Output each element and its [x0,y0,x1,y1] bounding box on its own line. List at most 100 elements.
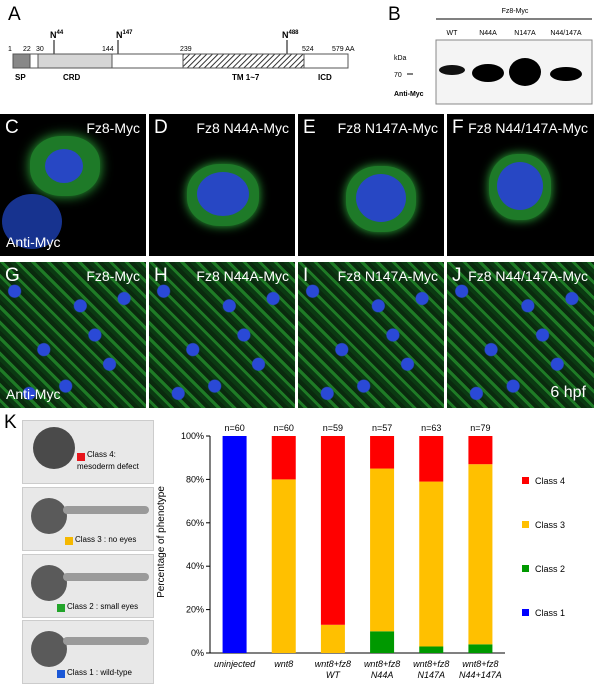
y-tick-label: 0% [191,648,204,658]
residue-22: 22 [23,46,31,53]
panel-f-label: Fz8 N44/147A-Myc [468,120,588,136]
n-label: n=79 [470,423,490,433]
band-n44-147a [550,67,582,81]
blot-header: Fz8-Myc [502,8,529,15]
class4-label: Class 4: [87,450,116,459]
image-panel-j: J Fz8 N44/147A-Myc 6 hpf [447,262,594,408]
western-blot: Fz8-Myc WT N44A N147A N44/147A kDa 70 An… [394,8,593,105]
y-tick-label: 20% [186,605,204,615]
domain-icd [303,53,349,69]
bar-segment [468,464,493,645]
legend-label: Class 4 [535,476,565,486]
x-tick-label: uninjected [214,659,256,669]
cell-nucleus [356,174,406,222]
residue-30: 30 [36,46,44,53]
x-tick-label: N147A [417,670,445,680]
x-tick-label: N44A [371,670,394,680]
domain-label-crd: CRD [63,73,81,82]
panel-c-antibody: Anti-Myc [6,234,61,250]
panel-letter-k: K [4,412,17,433]
legend-swatch [522,565,529,572]
panel-e-label: Fz8 N147A-Myc [337,120,438,136]
marker-70: 70 [394,72,402,79]
embryo-image-class3: Class 3 : no eyes [22,487,154,551]
x-tick-label: wnt8+fz8 [315,659,351,669]
bar-segment [370,631,395,653]
band-wt [439,65,465,75]
image-panel-i: I Fz8 N147A-Myc [298,262,444,408]
lane-label-n147a: N147A [514,30,536,37]
bar-segment [419,436,444,482]
domain-loop [111,53,184,69]
residue-144: 144 [102,46,114,53]
panel-h-label: Fz8 N44A-Myc [196,268,289,284]
panel-letter-d: D [154,117,168,138]
lane-label-wt: WT [447,30,459,37]
cell-nucleus [497,162,543,210]
band-n44a [472,64,504,82]
n-labels: n=60 n=60 n=59 n=57 n=63 n=79 [224,423,490,433]
yolk [31,565,67,601]
x-axis-labels: uninjected wnt8 wnt8+fz8WTwnt8+fz8N44Awnt8… [214,659,502,680]
domain-sp [12,53,31,69]
yolk [33,427,75,469]
panel-letter-e: E [303,117,316,138]
embryo-image-class2: Class 2 : small eyes [22,554,154,618]
class4-label-2: mesoderm defect [77,462,139,471]
domain-label-icd: ICD [318,73,332,82]
bar-segment [370,468,395,632]
x-tick-label: wnt8 [274,659,293,669]
domain-tm [182,53,305,69]
class2-label: Class 2 : small eyes [67,602,139,611]
bars [222,436,493,653]
x-tick-label: wnt8+fz8 [413,659,449,669]
bar-segment [222,436,247,653]
embryo-image-class1: Class 1 : wild-type [22,620,154,684]
n-label: n=57 [372,423,392,433]
panel-d-label: Fz8 N44A-Myc [196,120,289,136]
residue-1: 1 [8,46,12,53]
domain-crd [37,53,113,69]
domain-label-tm: TM 1~7 [232,73,260,82]
bar-segment [320,436,345,625]
panel-c-label: Fz8-Myc [86,120,140,136]
image-panel-h: H Fz8 N44A-Myc [149,262,295,408]
x-tick-label: wnt8+fz8 [462,659,498,669]
cell-nucleus-2 [2,194,62,249]
x-tick-label: WT [326,670,341,680]
panel-j-label: Fz8 N44/147A-Myc [468,268,588,284]
y-tick-label: 100% [181,431,204,441]
image-panel-g: G Fz8-Myc Anti-Myc [0,262,146,408]
y-tick-label: 80% [186,474,204,484]
residue-239: 239 [180,46,192,53]
class4-swatch [77,453,85,461]
n-label: n=59 [323,423,343,433]
y-axis-label: Percentage of phenotype [156,486,167,598]
legend-swatch [522,609,529,616]
bar-segment [468,436,493,465]
legend-swatch [522,521,529,528]
residue-524: 524 [302,46,314,53]
class1-swatch [57,670,65,678]
legend: Class 4 Class 3 Class 2 Class 1 [522,476,565,618]
y-axis: 0% 20% 40% 60% 80% 100% [181,431,505,658]
class3-label: Class 3 : no eyes [75,535,137,544]
legend-label: Class 3 [535,520,565,530]
glyco-n44-label: N44 [50,30,64,40]
glyco-n488-label: N488 [282,30,299,40]
yolk [31,631,67,667]
cell-nucleus [45,149,83,183]
bar-segment [419,646,444,653]
panel-j-stage: 6 hpf [550,384,586,401]
legend-label: Class 2 [535,564,565,574]
lane-label-n44a: N44A [479,30,497,37]
panel-letter-g: G [5,265,20,286]
x-tick-label: wnt8+fz8 [364,659,400,669]
lane-label-n44-147a: N44/147A [550,30,581,37]
panel-letter-c: C [5,117,19,138]
x-tick-label: N44+147A [459,670,502,680]
panel-i-label: Fz8 N147A-Myc [337,268,438,284]
class2-swatch [57,604,65,612]
phenotype-stacked-bar-chart: Percentage of phenotype 0% 20% 40% 60% 80% 10… [156,423,565,680]
embryo-image-class4: Class 4: mesoderm defect [22,420,154,484]
